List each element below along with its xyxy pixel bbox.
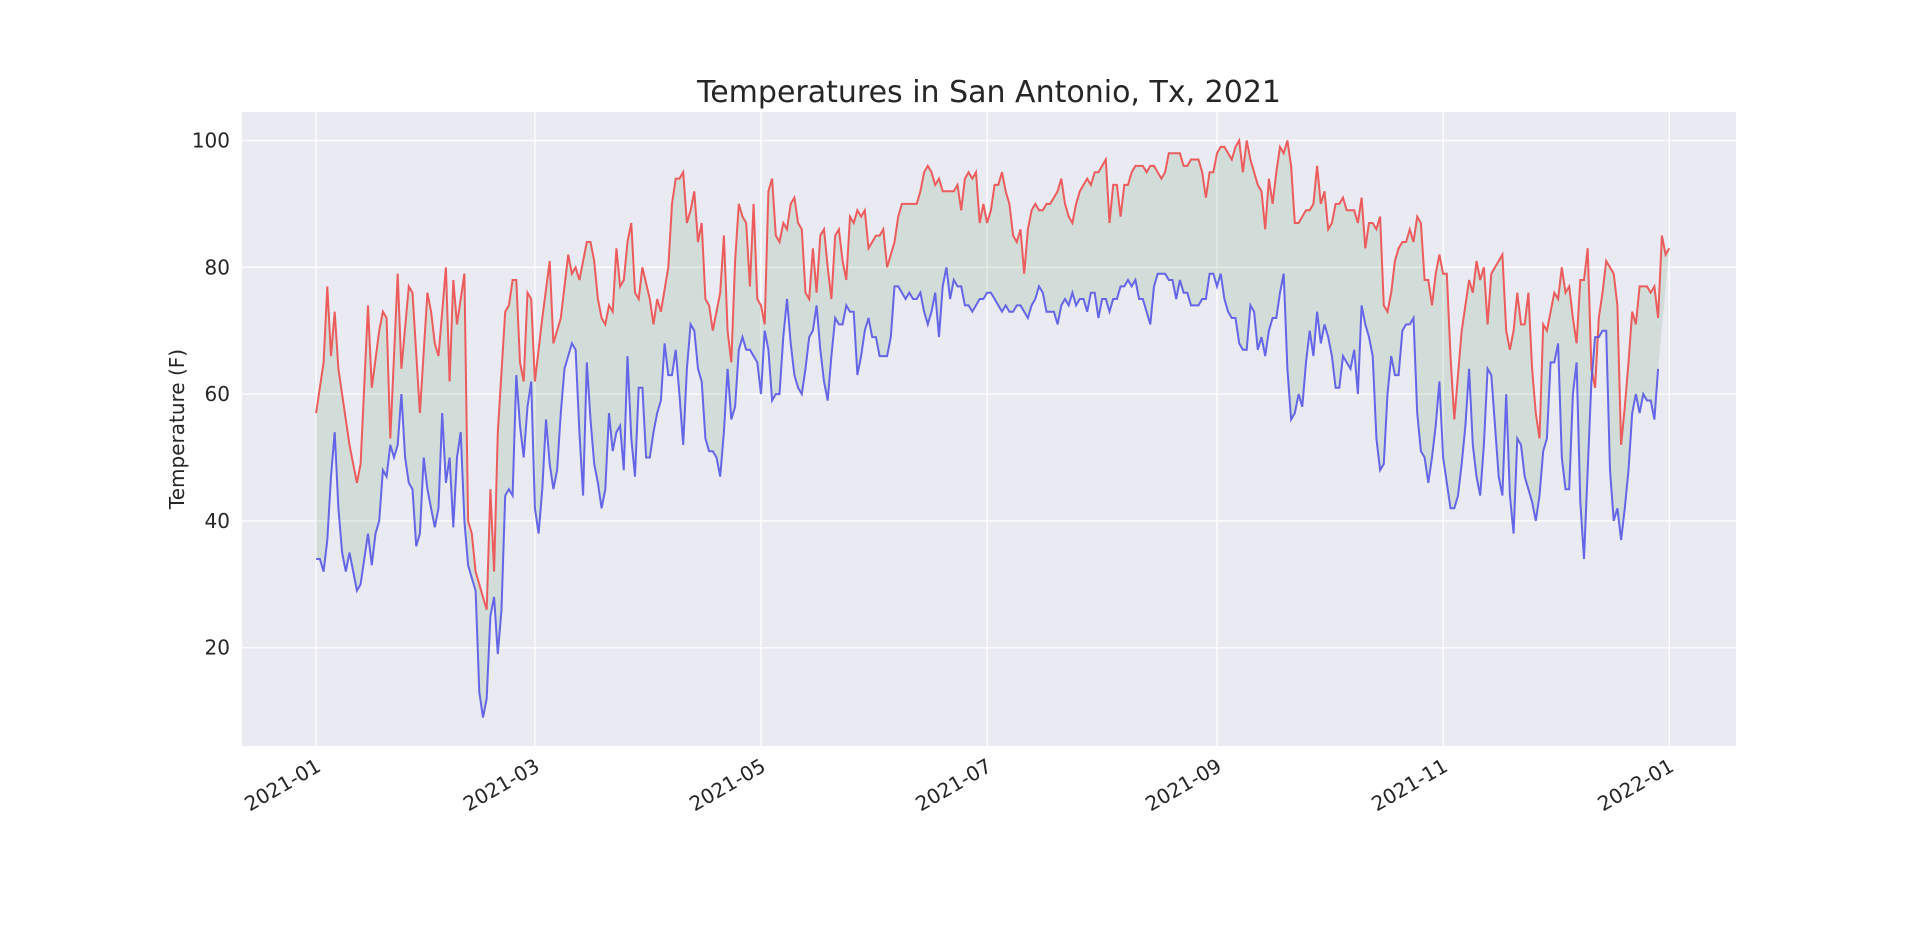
x-tick-label: 2021-05 <box>685 754 769 817</box>
y-axis-ticks: 20 40 60 80 100 <box>192 129 230 660</box>
x-tick-label: 2021-09 <box>1141 754 1225 817</box>
y-tick-label: 60 <box>205 382 230 406</box>
y-axis-label: Temperature (F) <box>165 349 189 510</box>
x-tick-label: 2022-01 <box>1593 754 1677 817</box>
y-tick-label: 40 <box>205 509 230 533</box>
x-axis-ticks: 2021-01 2021-03 2021-05 2021-07 2021-09 2021-… <box>240 754 1678 817</box>
y-tick-label: 80 <box>205 255 230 279</box>
x-tick-label: 2021-01 <box>240 754 324 817</box>
chart-title: Temperatures in San Antonio, Tx, 2021 <box>696 75 1281 110</box>
low-temperature-line <box>316 267 1660 718</box>
temperature-range-fill <box>316 140 1670 718</box>
x-tick-label: 2021-03 <box>459 754 543 817</box>
high-temperature-line <box>315 137 1671 610</box>
y-tick-label: 20 <box>205 636 230 660</box>
x-tick-label: 2021-07 <box>911 754 995 817</box>
x-tick-label: 2021-11 <box>1367 754 1451 817</box>
y-tick-label: 100 <box>192 129 230 153</box>
